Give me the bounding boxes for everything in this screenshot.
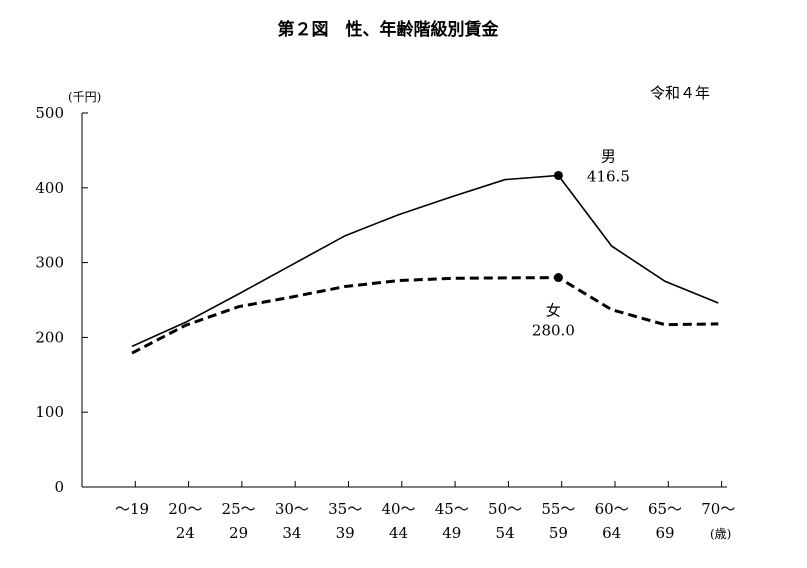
series-name-label: 女 [546, 302, 561, 320]
x-tick-label: ～19 [115, 500, 149, 518]
y-axis-unit: (千円) [68, 90, 101, 104]
data-value-label: 416.5 [587, 167, 630, 185]
highlight-point [553, 170, 563, 180]
x-tick-label: 60～ [595, 500, 629, 518]
x-tick-label-second-line: 69 [655, 524, 674, 542]
chart-subtitle: 令和４年 [650, 84, 710, 102]
chart-title: 第２図 性、年齢階級別賃金 [278, 19, 500, 40]
x-tick-label-second-line: 59 [549, 524, 568, 542]
x-tick-label: 65～ [648, 500, 682, 518]
series-name-label: 男 [601, 147, 616, 165]
y-tick-label: 200 [35, 328, 64, 346]
y-axis-ticks: 0 100 200 300 400 500 [35, 104, 88, 496]
y-tick-label: 300 [35, 254, 64, 272]
x-axis-ticks: ～19 20～ 24 25～ 29 30～ 34 35～ 39 40～ 44 45～ 49 50～ 54 55… [115, 481, 735, 542]
x-tick-label: 40～ [381, 500, 415, 518]
series-line-female [131, 276, 719, 355]
y-tick-label: 100 [35, 403, 64, 421]
y-tick-label: 400 [35, 179, 64, 197]
x-tick-label-second-line: 24 [176, 524, 195, 542]
y-tick-label: 0 [54, 478, 64, 496]
series-line-male [131, 174, 719, 348]
x-tick-label: 45～ [435, 500, 469, 518]
x-tick-label: 55～ [541, 500, 575, 518]
x-tick-label: 30～ [275, 500, 309, 518]
x-tick-label: 50～ [488, 500, 522, 518]
x-tick-label: 35～ [328, 500, 362, 518]
x-tick-label-second-line: 34 [282, 524, 301, 542]
y-tick-label: 500 [35, 104, 64, 122]
x-tick-label-second-line: 29 [229, 524, 248, 542]
series-layer: 男 416.5 女 280.0 [131, 147, 719, 355]
x-axis-unit: (歳) [710, 527, 731, 541]
x-tick-label-second-line: 54 [496, 524, 515, 542]
x-tick-label-second-line: 39 [336, 524, 355, 542]
x-tick-label: 25～ [222, 500, 256, 518]
highlight-point [553, 273, 563, 283]
x-tick-label: 70～ [701, 500, 735, 518]
x-tick-label: 20～ [168, 500, 202, 518]
x-tick-label-second-line: 64 [602, 524, 621, 542]
data-value-label: 280.0 [532, 322, 575, 340]
x-tick-label-second-line: 49 [442, 524, 461, 542]
x-tick-label-second-line: 44 [389, 524, 408, 542]
